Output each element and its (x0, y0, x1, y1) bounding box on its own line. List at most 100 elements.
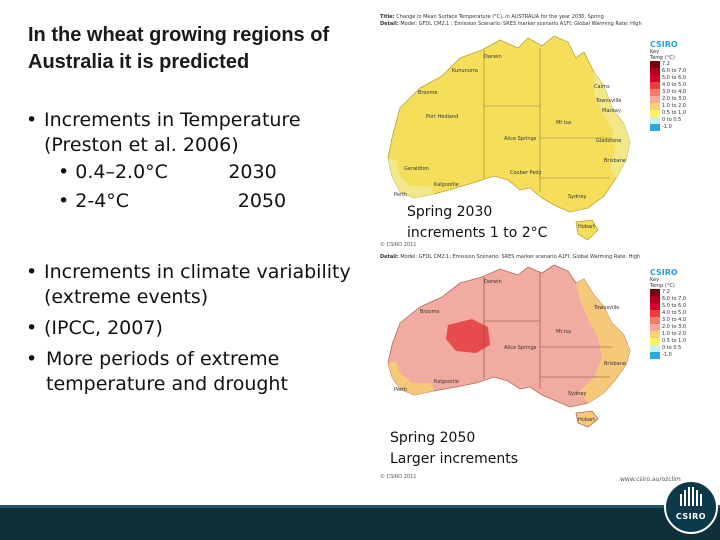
sub-bullet-2030: • 0.4–2.0°C 2030 (58, 161, 277, 183)
bullet-ipcc: • (IPCC, 2007) (26, 316, 386, 341)
state-borders-2050 (483, 273, 612, 389)
town-port-hedland: Port Hedland (426, 114, 458, 120)
bullet-extreme-line2: temperature and drought (46, 373, 288, 395)
slide-title: In the wheat growing regions of Australi… (28, 24, 330, 73)
map-2030-graphic: Darwin Kununurra Broome Port Hedland Cai… (387, 35, 631, 241)
bullet-extreme: • More periods of extreme temperature an… (26, 347, 386, 397)
header-title-label: Title: (380, 14, 395, 20)
legend-label: 7.2 (662, 61, 670, 67)
footer-bar (0, 505, 720, 540)
town-cooberpedy: Coober Pedy (510, 170, 542, 176)
legend-label: 3.0 to 4.0 (662, 89, 687, 95)
caption-2050-line2: Larger increments (390, 451, 519, 467)
town-perth: Perth (394, 192, 407, 198)
csiro-logo-text: CSIRO (675, 512, 707, 521)
town-mt-isa: Mt Isa (556, 120, 571, 126)
bullet-variability-line2: (extreme events) (44, 286, 209, 308)
legend-label: 2.0 to 3.0 (662, 324, 687, 330)
town-kalgoorlie-2050: Kalgoorlie (434, 379, 459, 385)
legend-brand-2050: CSIRO (650, 268, 678, 277)
legend-2030: CSIRO Key Temp (°C) 7.2 6.0 to 7.0 5.0 t… (650, 40, 690, 135)
town-sydney: Sydney (568, 194, 587, 200)
south-coast-band-2030 (388, 158, 434, 198)
bullet-variability: • Increments in climate variability (ext… (26, 260, 386, 310)
east-band-2050 (576, 279, 630, 403)
legend-2050: CSIRO Key Temp (°C) 7.2 6.0 to 7.0 5.0 t… (650, 268, 690, 363)
legend-label: 2.0 to 3.0 (662, 96, 687, 102)
town-darwin-2050: Darwin (484, 279, 502, 285)
town-darwin: Darwin (484, 54, 502, 60)
legend-label: 6.0 to 7.0 (662, 296, 687, 302)
copyright-2030: © CSIRO 2011 (380, 242, 417, 248)
bullet-temperature-line1: Increments in Temperature (44, 109, 301, 131)
south-west-band-2050 (388, 361, 434, 395)
town-broome: Broome (418, 90, 437, 96)
town-townsville: Townsville (595, 98, 621, 104)
legend-label: 5.0 to 6.0 (662, 75, 687, 81)
legend-brand: CSIRO (650, 40, 678, 49)
town-sydney-2050: Sydney (568, 391, 587, 397)
town-alice-springs-2050: Alice Springs (504, 345, 537, 351)
town-gladstone: Gladstone (596, 138, 621, 144)
legend-label: 1.0 to 2.0 (662, 103, 687, 109)
town-townsville-2050: Townsville (593, 305, 619, 311)
map-2030: Title: Change in Mean Surface Temperatur… (380, 14, 644, 248)
map-2050-graphic: Darwin Broome Townsville Mt Isa Alice Sp… (387, 264, 631, 428)
town-hobart-2050: Hobart (578, 417, 595, 423)
header-detail-text-2050: Model: GFDL CM2.1; Emission Scenario: SR… (400, 254, 641, 260)
legend-label: 7.2 (662, 289, 670, 295)
town-mt-isa-2050: Mt Isa (556, 329, 571, 335)
legend-label: 0.5 to 1.0 (662, 110, 687, 116)
legend-title: Key (650, 49, 660, 55)
legend-unit-2050: Temp (°C) (650, 283, 675, 289)
sub-bullet-2050: • 2-4°C 2050 (58, 190, 287, 212)
header-detail-text: Model: GFDL CM2.1 ; Emission Scenario: S… (400, 21, 642, 27)
bullet-dot: • (26, 261, 38, 283)
town-mackay: Mackay (602, 108, 621, 114)
map-2030-header: Title: Change in Mean Surface Temperatur… (380, 14, 644, 28)
coastal-band-2030 (594, 72, 630, 178)
town-perth-2050: Perth (394, 387, 407, 393)
legend-unit: Temp (°C) (650, 55, 675, 61)
bullet-list-bottom: • Increments in climate variability (ext… (26, 260, 386, 397)
town-kalgoorlie: Kalgoorlie (434, 182, 459, 188)
town-alice-springs: Alice Springs (504, 136, 537, 142)
map-2050-header: Detail: Model: GFDL CM2.1; Emission Scen… (380, 254, 644, 261)
town-hobart: Hobart (578, 224, 595, 230)
caption-2050: Spring 2050 Larger increments (390, 428, 518, 470)
town-kununurra: Kununurra (452, 68, 478, 74)
footer-band (0, 505, 720, 508)
header-title-text: Change in Mean Surface Temperature (°C),… (396, 14, 604, 20)
town-geraldton: Geraldton (404, 166, 429, 172)
bullet-ipcc-text: (IPCC, 2007) (44, 317, 163, 339)
copyright-2050: © CSIRO 2011 (380, 474, 417, 480)
bullet-variability-line1: Increments in climate variability (44, 261, 351, 283)
caption-2030: Spring 2030 increments 1 to 2°C (407, 202, 547, 244)
legend-label: 6.0 to 7.0 (662, 68, 687, 74)
legend-swatches-2050: 7.2 6.0 to 7.0 5.0 to 6.0 4.0 to 5.0 3.0… (650, 289, 690, 363)
town-brisbane-2050: Brisbane (604, 361, 626, 367)
bullet-temperature-line2: (Preston et al. 2006) (44, 134, 239, 156)
legend-label: 3.0 to 4.0 (662, 317, 687, 323)
bullet-temperature: • Increments in Temperature (Preston et … (26, 108, 381, 158)
town-broome-2050: Broome (420, 309, 439, 315)
australia-2030-shape (387, 35, 631, 213)
legend-label: 4.0 to 5.0 (662, 310, 687, 316)
bullet-dot: • (26, 317, 38, 339)
town-brisbane: Brisbane (604, 158, 626, 164)
caption-2050-line1: Spring 2050 (390, 430, 476, 446)
header-detail-label: Detail: (380, 21, 399, 27)
legend-title-2050: Key (650, 277, 660, 283)
caption-2030-line1: Spring 2030 (407, 204, 493, 220)
header-detail-label-2050: Detail: (380, 254, 399, 260)
caption-2030-line2: increments 1 to 2°C (407, 225, 548, 241)
csiro-logo: CSIRO (664, 480, 718, 534)
site-url: www.csiro.au/ozclim (620, 476, 681, 483)
map-2050: Detail: Model: GFDL CM2.1; Emission Scen… (380, 254, 644, 480)
bullet-extreme-line1: More periods of extreme (46, 348, 280, 370)
legend-label: 0 to 0.5 (662, 117, 682, 123)
legend-label: 5.0 to 6.0 (662, 303, 687, 309)
town-cairns: Cairns (594, 84, 610, 90)
csiro-logo-icon (680, 487, 702, 506)
bullet-dot: • (26, 109, 38, 131)
